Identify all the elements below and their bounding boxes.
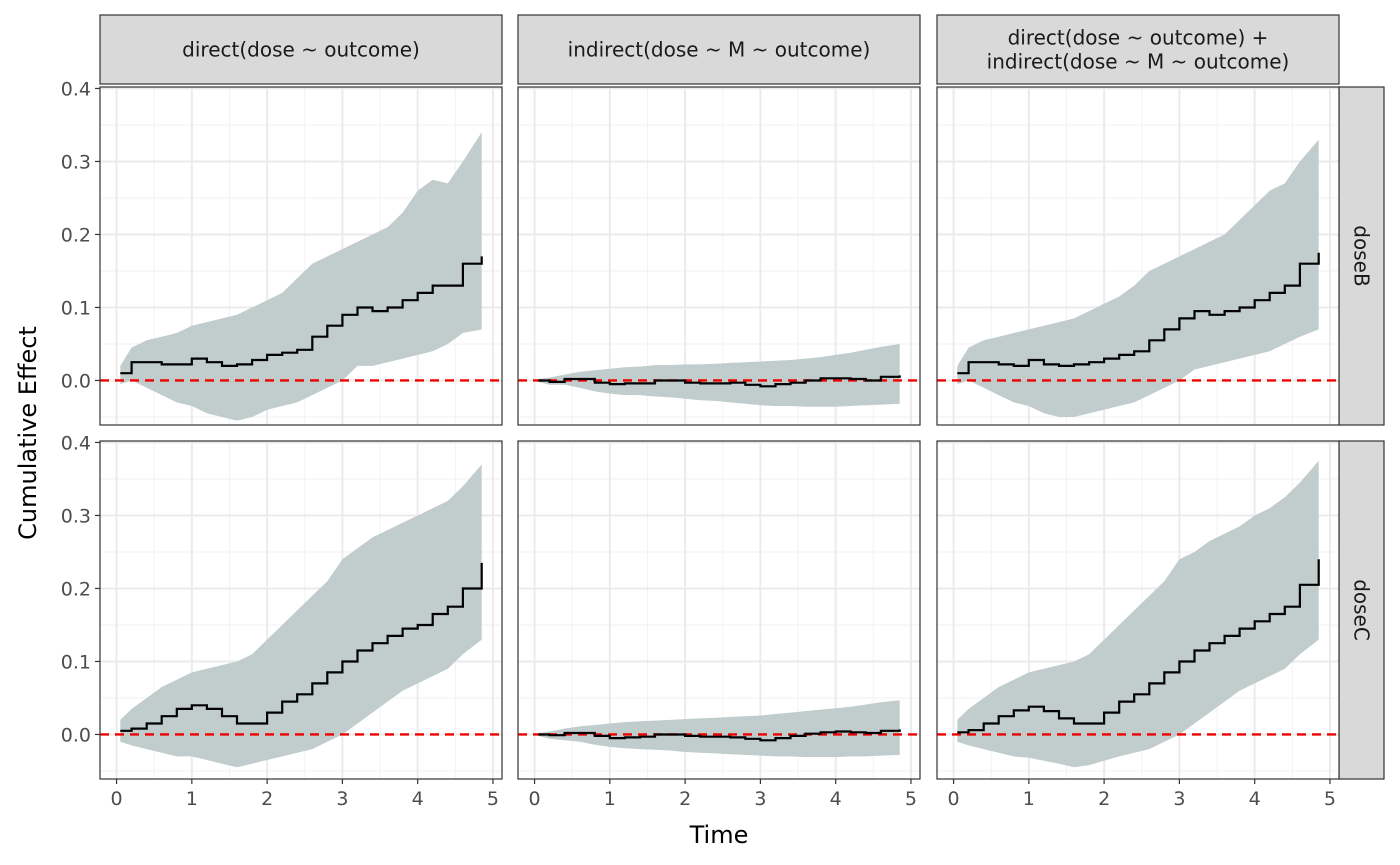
x-tick-label: 5: [487, 788, 499, 810]
x-tick-label: 4: [830, 788, 842, 810]
confidence-band: [120, 132, 482, 421]
panel-border: [99, 440, 503, 780]
x-tick-label: 4: [412, 788, 424, 810]
facet-panel-doseB: [936, 86, 1340, 426]
facet-panel-doseB: [99, 86, 503, 426]
effect-line: [120, 256, 483, 375]
column-strip-label: indirect(dose ~ M ~ outcome): [568, 38, 871, 62]
x-tick-label: 2: [679, 788, 691, 810]
confidence-band: [957, 139, 1319, 417]
facet-strips: direct(dose ~ outcome) indirect(dose ~ M …: [99, 14, 1385, 780]
column-strip-box: [517, 14, 921, 85]
panel-border: [517, 86, 921, 426]
x-tick-label: 4: [1249, 788, 1261, 810]
panel-border: [517, 440, 921, 780]
x-tick-label: 3: [336, 788, 348, 810]
row-strip-box: [1338, 86, 1385, 426]
y-tick-label: 0.4: [61, 432, 91, 454]
row-strip-label: doseB: [1350, 225, 1374, 286]
facet-panel-doseC: [517, 440, 921, 780]
confidence-band: [957, 460, 1319, 768]
x-tick-label: 3: [1173, 788, 1185, 810]
effect-line: [957, 252, 1320, 375]
x-tick-label: 0: [529, 788, 541, 810]
x-tick-label: 5: [905, 788, 917, 810]
confidence-band: [120, 464, 482, 768]
x-tick-label: 1: [604, 788, 616, 810]
x-tick-label: 0: [948, 788, 960, 810]
x-tick-label: 2: [261, 788, 273, 810]
panel-border: [936, 86, 1340, 426]
row-strip-box: [1338, 440, 1385, 780]
x-tick-label: 0: [111, 788, 123, 810]
y-tick-label: 0.1: [61, 297, 91, 319]
y-tick-label: 0.0: [61, 724, 91, 746]
column-strip-box: [936, 14, 1340, 85]
facet-panel-doseC: [99, 440, 503, 780]
column-strip-label: indirect(dose ~ M ~ outcome): [987, 50, 1290, 74]
confidence-band: [538, 700, 900, 758]
facet-panels: [99, 86, 1340, 780]
y-tick-label: 0.1: [61, 651, 91, 673]
x-tick-label: 5: [1324, 788, 1336, 810]
x-axis-title: Time: [689, 821, 749, 849]
facet-panel-doseB: [517, 86, 921, 426]
y-tick-label: 0.0: [61, 370, 91, 392]
y-tick-label: 0.2: [61, 578, 91, 600]
x-tick-label: 1: [186, 788, 198, 810]
effect-line: [957, 559, 1320, 734]
effect-line: [538, 729, 901, 742]
facet-panel-doseC: [936, 440, 1340, 780]
axes: 0.0 0.1 0.2 0.3 0.4 0.0 0.1 0.2 0.3 0.4 0 1 2 3 4 5 0 1 2 3…: [61, 78, 1336, 810]
y-tick-label: 0.3: [61, 505, 91, 527]
x-tick-label: 1: [1023, 788, 1035, 810]
column-strip-label: direct(dose ~ outcome): [182, 38, 420, 62]
effect-line: [120, 562, 483, 732]
effect-line: [538, 375, 901, 388]
column-strip-box: [99, 14, 503, 85]
y-tick-label: 0.4: [61, 78, 91, 100]
panel-border: [936, 440, 1340, 780]
column-strip-label: direct(dose ~ outcome) +: [1008, 26, 1269, 50]
row-strip-label: doseC: [1350, 579, 1374, 641]
panel-border: [99, 86, 503, 426]
y-tick-label: 0.2: [61, 224, 91, 246]
y-tick-label: 0.3: [61, 151, 91, 173]
confidence-band: [538, 344, 900, 407]
x-tick-label: 2: [1098, 788, 1110, 810]
x-tick-label: 3: [754, 788, 766, 810]
y-axis-title: Cumulative Effect: [14, 326, 42, 540]
